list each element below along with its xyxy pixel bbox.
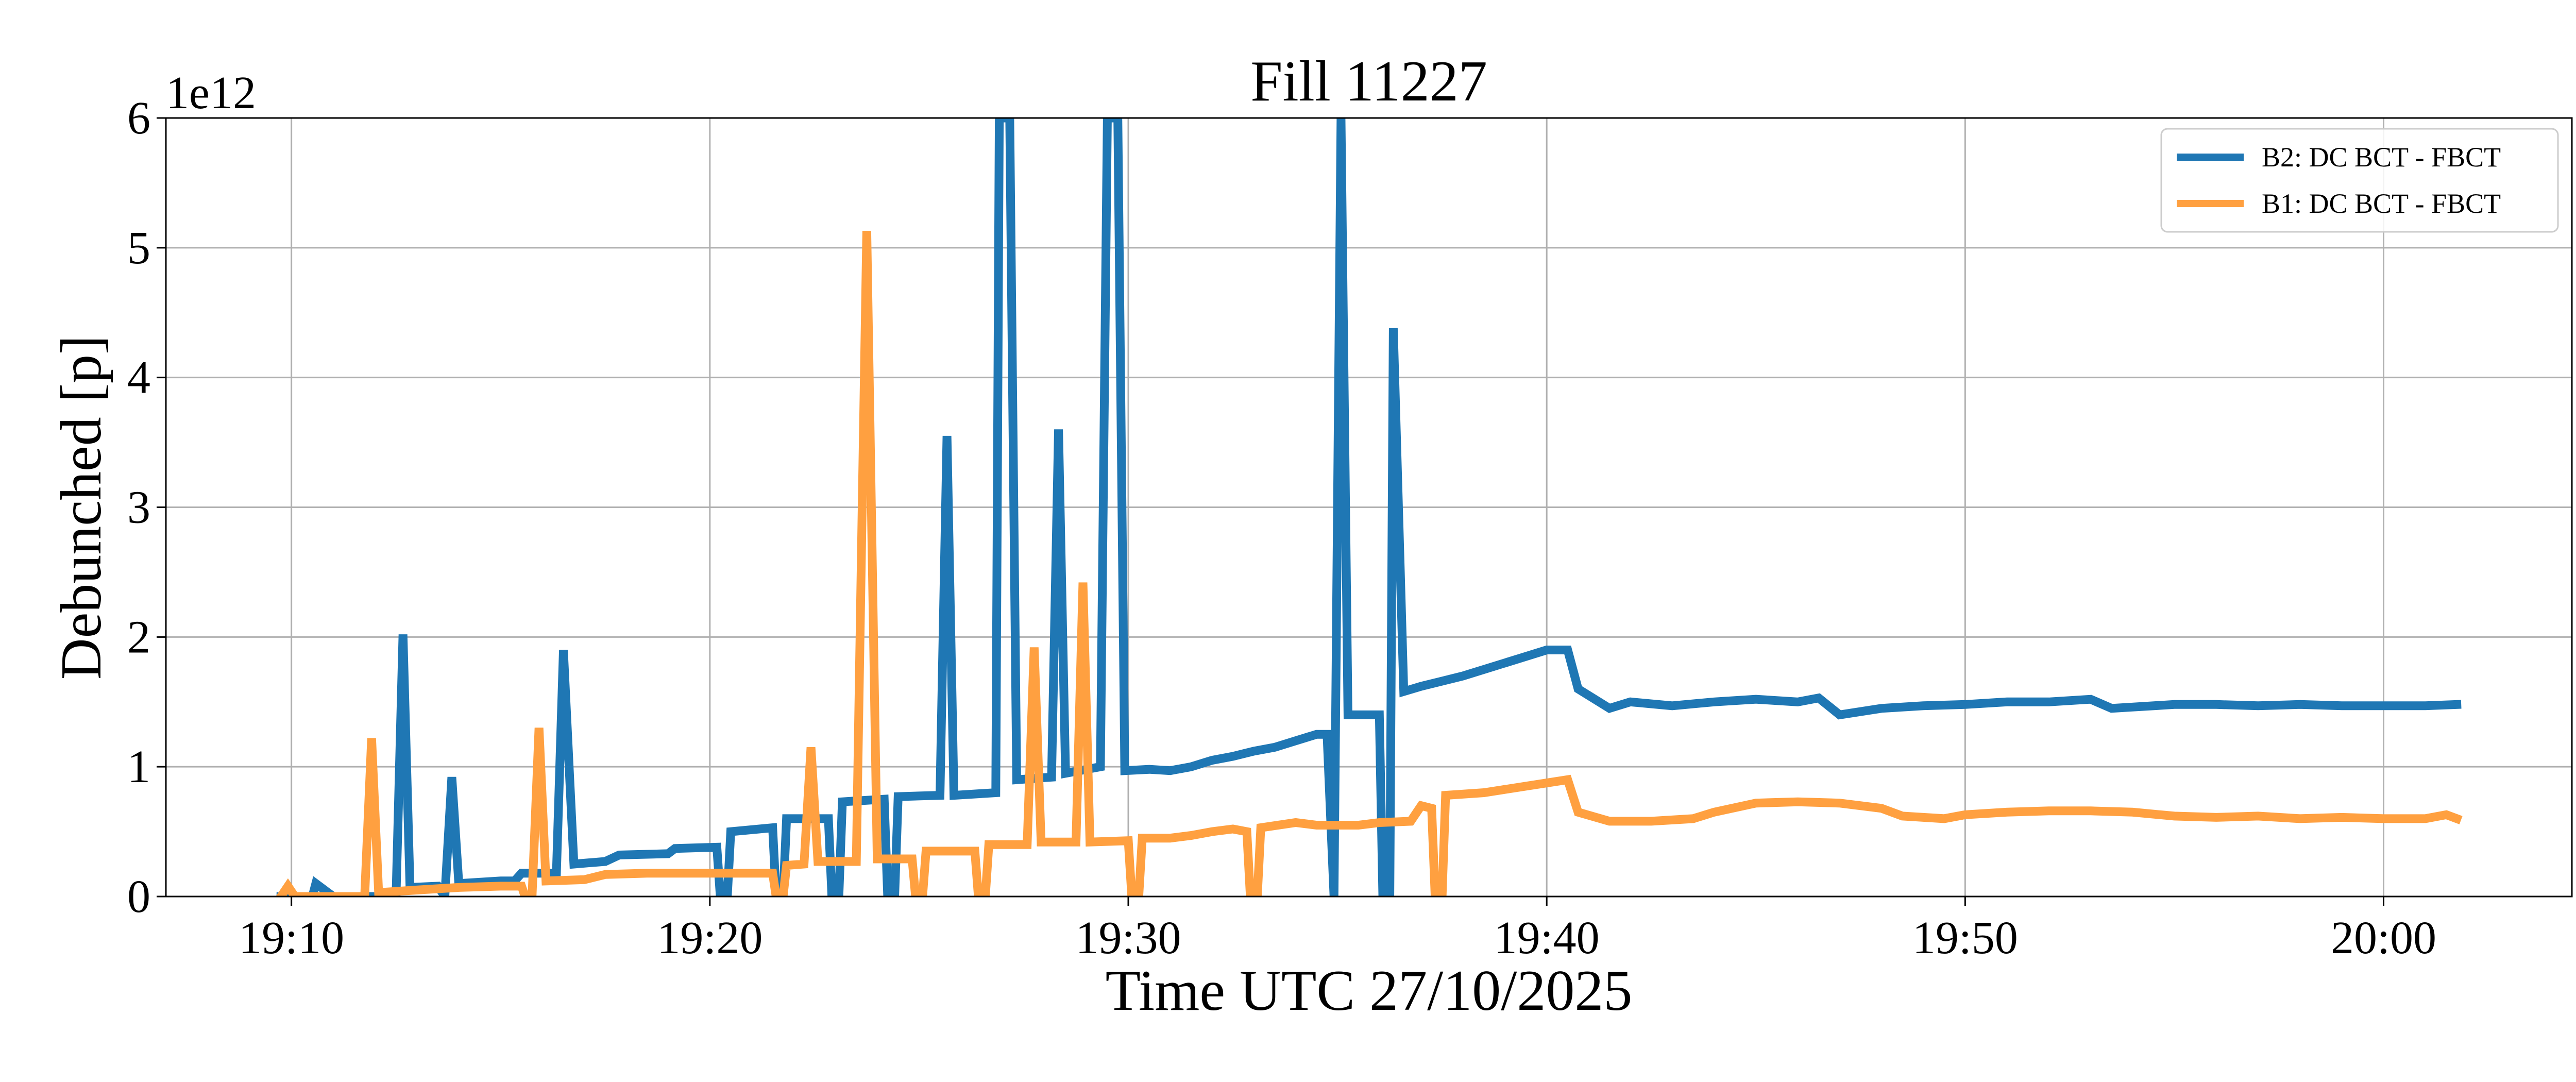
y-tick-label: 3 — [127, 482, 150, 533]
x-axis-label: Time UTC 27/10/2025 — [1106, 959, 1633, 1023]
y-tick-label: 0 — [127, 871, 150, 922]
x-tick-label: 19:20 — [657, 912, 762, 963]
y-axis-ticks: 0 1 2 3 4 5 6 — [127, 93, 166, 922]
y-offset-label: 1e12 — [166, 67, 256, 119]
series-line-b1 — [276, 230, 2463, 897]
y-tick-label: 1 — [127, 741, 150, 792]
y-tick-label: 5 — [127, 223, 150, 274]
x-tick-label: 19:30 — [1075, 912, 1181, 963]
legend-label-b2: B2: DC BCT - FBCT — [2262, 142, 2501, 173]
y-tick-label: 2 — [127, 612, 150, 663]
x-tick-label: 20:00 — [2331, 912, 2436, 963]
legend: B2: DC BCT - FBCT B1: DC BCT - FBCT — [2160, 128, 2559, 233]
series-lines — [276, 118, 2463, 897]
legend-label-b1: B1: DC BCT - FBCT — [2262, 188, 2501, 219]
x-axis-ticks: 19:10 19:20 19:30 19:40 19:50 20:00 — [239, 897, 2436, 963]
chart-title: Fill 11227 — [1250, 49, 1487, 113]
y-tick-label: 4 — [127, 352, 150, 403]
y-axis-label: Debunched [p] — [49, 335, 113, 680]
x-tick-label: 19:10 — [239, 912, 344, 963]
x-tick-label: 19:50 — [1912, 912, 2018, 963]
legend-box — [2160, 128, 2559, 233]
x-tick-label: 19:40 — [1494, 912, 1600, 963]
series-line-b2 — [276, 118, 2462, 897]
y-tick-label: 6 — [127, 93, 150, 144]
